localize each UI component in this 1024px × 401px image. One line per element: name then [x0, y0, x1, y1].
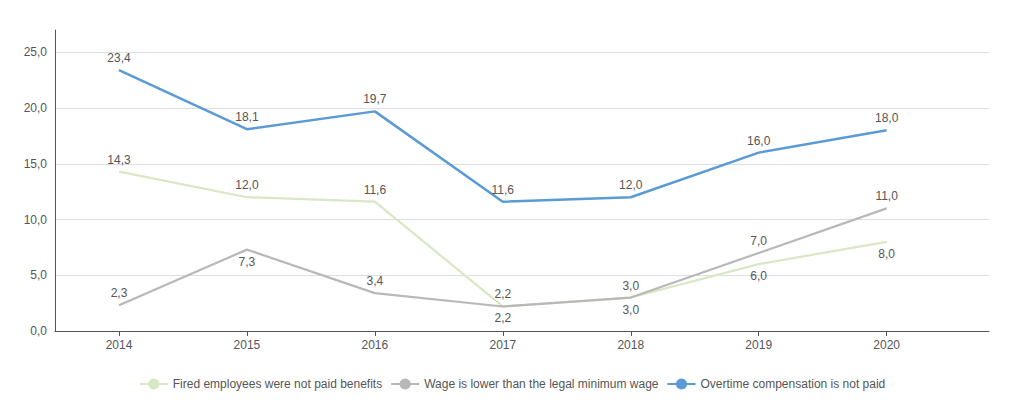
- svg-text:19,7: 19,7: [363, 92, 387, 106]
- svg-text:10,0: 10,0: [24, 213, 48, 227]
- svg-text:2020: 2020: [873, 338, 900, 352]
- svg-text:7,3: 7,3: [239, 255, 256, 269]
- svg-text:11,6: 11,6: [492, 183, 515, 197]
- svg-text:2019: 2019: [745, 338, 772, 352]
- svg-text:0,0: 0,0: [30, 324, 47, 338]
- svg-text:14,3: 14,3: [107, 153, 131, 167]
- svg-text:12,0: 12,0: [619, 178, 643, 192]
- svg-text:23,4: 23,4: [107, 51, 131, 65]
- svg-text:Wage is lower than the legal m: Wage is lower than the legal minimum wag…: [424, 377, 659, 391]
- svg-text:15,0: 15,0: [24, 157, 48, 171]
- svg-text:Fired employees were not paid: Fired employees were not paid benefits: [173, 377, 382, 391]
- svg-text:2,2: 2,2: [494, 311, 511, 325]
- svg-text:7,0: 7,0: [750, 234, 767, 248]
- svg-text:11,0: 11,0: [875, 189, 898, 203]
- svg-text:12,0: 12,0: [235, 178, 259, 192]
- svg-text:3,0: 3,0: [622, 303, 639, 317]
- svg-text:2,3: 2,3: [111, 286, 128, 300]
- svg-text:2,2: 2,2: [494, 287, 511, 301]
- svg-text:Overtime compensation is not p: Overtime compensation is not paid: [701, 377, 886, 391]
- svg-text:2018: 2018: [617, 338, 644, 352]
- svg-text:11,6: 11,6: [364, 183, 387, 197]
- svg-text:2017: 2017: [489, 338, 516, 352]
- svg-text:20,0: 20,0: [24, 101, 48, 115]
- svg-text:25,0: 25,0: [24, 45, 48, 59]
- svg-text:16,0: 16,0: [747, 134, 771, 148]
- svg-text:3,0: 3,0: [622, 279, 639, 293]
- svg-text:8,0: 8,0: [878, 247, 895, 261]
- svg-text:3,4: 3,4: [367, 274, 384, 288]
- svg-text:18,0: 18,0: [875, 111, 899, 125]
- svg-text:5,0: 5,0: [30, 268, 47, 282]
- svg-text:18,1: 18,1: [235, 110, 259, 124]
- svg-text:2014: 2014: [106, 338, 133, 352]
- svg-text:6,0: 6,0: [750, 269, 767, 283]
- svg-text:2015: 2015: [234, 338, 261, 352]
- svg-text:2016: 2016: [362, 338, 389, 352]
